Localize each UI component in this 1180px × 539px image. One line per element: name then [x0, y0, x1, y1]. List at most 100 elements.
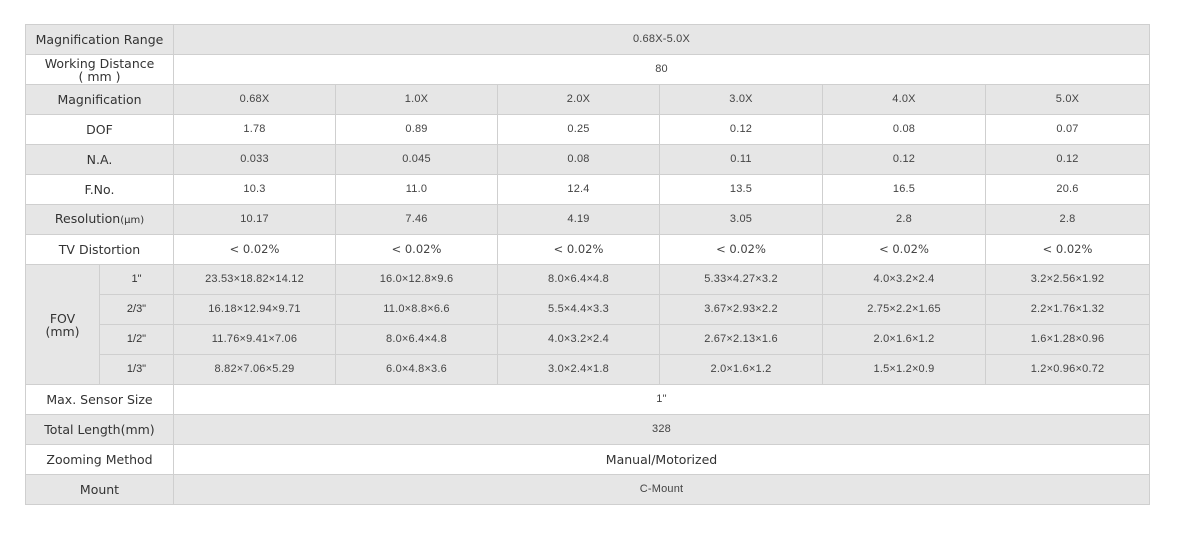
table-cell: 2.8	[822, 204, 986, 235]
table-cell: 0.68X	[173, 84, 336, 115]
row-fov-1-3: 1/3" 8.82×7.06×5.29 6.0×4.8×3.6 3.0×2.4×…	[26, 354, 1151, 385]
table-cell: 3.2×2.56×1.92	[984, 264, 1151, 295]
table-cell: 3.67×2.93×2.2	[659, 294, 823, 325]
row-na: N.A. 0.033 0.045 0.08 0.11 0.12 0.12	[25, 144, 1151, 175]
table-cell: 0.033	[173, 144, 336, 175]
table-cell: 0.045	[335, 144, 498, 175]
table-cell: 4.19	[497, 204, 660, 235]
table-cell: < 0.02%	[497, 234, 660, 265]
row-fov-1-2: 1/2" 11.76×9.41×7.06 8.0×6.4×4.8 4.0×3.2…	[26, 324, 1151, 355]
table-cell: 5.0X	[984, 84, 1151, 115]
row-zooming-method: Zooming Method Manual/Motorized	[25, 444, 1151, 475]
table-cell: 11.0×8.8×6.6	[335, 294, 498, 325]
table-cell: 4.0×3.2×2.4	[822, 264, 986, 295]
table-cell: 8.82×7.06×5.29	[173, 354, 336, 385]
row-label: DOF	[25, 114, 174, 145]
table-cell: 0.08	[822, 114, 986, 145]
row-total-length: Total Length(mm) 328	[25, 414, 1151, 445]
table-cell: 0.08	[497, 144, 660, 175]
table-cell: 2.2×1.76×1.32	[984, 294, 1151, 325]
table-cell: 4.0×3.2×2.4	[497, 324, 660, 355]
table-cell: 8.0×6.4×4.8	[335, 324, 498, 355]
row-label: Magnification	[25, 84, 174, 115]
fov-label-line2: (mm)	[45, 323, 80, 339]
table-cell: 1.5×1.2×0.9	[822, 354, 986, 385]
table-cell: 11.76×9.41×7.06	[173, 324, 336, 355]
row-fov-2-3: 2/3" 16.18×12.94×9.71 11.0×8.8×6.6 5.5×4…	[26, 294, 1151, 325]
table-cell: < 0.02%	[984, 234, 1151, 265]
table-cell: 4.0X	[822, 84, 986, 115]
table-cell: 13.5	[659, 174, 823, 205]
row-max-sensor-size: Max. Sensor Size 1"	[25, 384, 1151, 415]
table-cell: 2.0×1.6×1.2	[659, 354, 823, 385]
row-label: Total Length(mm)	[25, 414, 174, 445]
mount-value: C-Mount	[172, 474, 1151, 505]
table-cell: 3.05	[659, 204, 823, 235]
row-label: Resolution(μm)	[25, 204, 174, 235]
sensor-format-label: 1/2"	[99, 324, 174, 355]
table-cell: 10.3	[173, 174, 336, 205]
table-cell: 11.0	[335, 174, 498, 205]
row-magnification-range: Magnification Range 0.68X-5.0X	[25, 24, 1151, 55]
table-cell: 0.12	[659, 114, 823, 145]
row-tv-distortion: TV Distortion < 0.02% < 0.02% < 0.02% < …	[25, 234, 1151, 265]
table-cell: < 0.02%	[173, 234, 336, 265]
table-cell: 16.0×12.8×9.6	[335, 264, 498, 295]
row-label: Mount	[25, 474, 174, 505]
table-cell: 8.0×6.4×4.8	[497, 264, 660, 295]
row-label: Zooming Method	[25, 444, 174, 475]
total-length-value: 328	[172, 414, 1151, 445]
row-label: TV Distortion	[25, 234, 174, 265]
table-cell: < 0.02%	[335, 234, 498, 265]
table-cell: 0.11	[659, 144, 823, 175]
table-cell: 10.17	[173, 204, 336, 235]
max-sensor-size-value: 1"	[172, 384, 1151, 415]
row-mount: Mount C-Mount	[25, 474, 1151, 505]
table-cell: 23.53×18.82×14.12	[173, 264, 336, 295]
table-cell: 1.78	[173, 114, 336, 145]
table-cell: 3.0×2.4×1.8	[497, 354, 660, 385]
fov-group-label: FOV (mm)	[25, 264, 100, 385]
table-cell: 0.12	[984, 144, 1151, 175]
table-cell: 2.75×2.2×1.65	[822, 294, 986, 325]
sensor-format-label: 1"	[99, 264, 174, 295]
row-working-distance: Working Distance ( mm ) 80	[25, 54, 1151, 85]
row-label: Working Distance ( mm )	[25, 54, 174, 85]
table-cell: < 0.02%	[822, 234, 986, 265]
lens-spec-table: Magnification Range 0.68X-5.0X Working D…	[25, 24, 1151, 505]
sensor-format-label: 1/3"	[99, 354, 174, 385]
row-fov-1: FOV (mm) 1" 23.53×18.82×14.12 16.0×12.8×…	[25, 264, 1151, 385]
table-cell: 2.0×1.6×1.2	[822, 324, 986, 355]
table-cell: 16.5	[822, 174, 986, 205]
table-cell: 2.67×2.13×1.6	[659, 324, 823, 355]
row-label-line2: ( mm )	[78, 68, 121, 84]
table-cell: 5.33×4.27×3.2	[659, 264, 823, 295]
row-label: N.A.	[25, 144, 174, 175]
fov-label-line1: FOV	[49, 310, 76, 326]
table-cell: 0.25	[497, 114, 660, 145]
table-cell: 16.18×12.94×9.71	[173, 294, 336, 325]
table-cell: 12.4	[497, 174, 660, 205]
table-cell: 0.12	[822, 144, 986, 175]
table-cell: 1.6×1.28×0.96	[984, 324, 1151, 355]
table-cell: < 0.02%	[659, 234, 823, 265]
table-cell: 2.0X	[497, 84, 660, 115]
row-label-text: Resolution	[54, 211, 121, 226]
zooming-method-value: Manual/Motorized	[172, 444, 1151, 475]
row-resolution: Resolution(μm) 10.17 7.46 4.19 3.05 2.8 …	[25, 204, 1151, 235]
table-cell: 1.0X	[335, 84, 498, 115]
table-cell: 3.0X	[659, 84, 823, 115]
row-label: F.No.	[25, 174, 174, 205]
row-fno: F.No. 10.3 11.0 12.4 13.5 16.5 20.6	[25, 174, 1151, 205]
table-cell: 5.5×4.4×3.3	[497, 294, 660, 325]
working-distance-value: 80	[172, 54, 1151, 85]
row-label-line1: Working Distance	[44, 55, 155, 71]
row-label-unit: (μm)	[120, 215, 145, 226]
row-label: Max. Sensor Size	[25, 384, 174, 415]
magnification-range-value: 0.68X-5.0X	[172, 24, 1151, 55]
table-cell: 0.89	[335, 114, 498, 145]
row-dof: DOF 1.78 0.89 0.25 0.12 0.08 0.07	[25, 114, 1151, 145]
table-cell: 6.0×4.8×3.6	[335, 354, 498, 385]
row-label: Magnification Range	[25, 24, 174, 55]
table-cell: 2.8	[984, 204, 1151, 235]
